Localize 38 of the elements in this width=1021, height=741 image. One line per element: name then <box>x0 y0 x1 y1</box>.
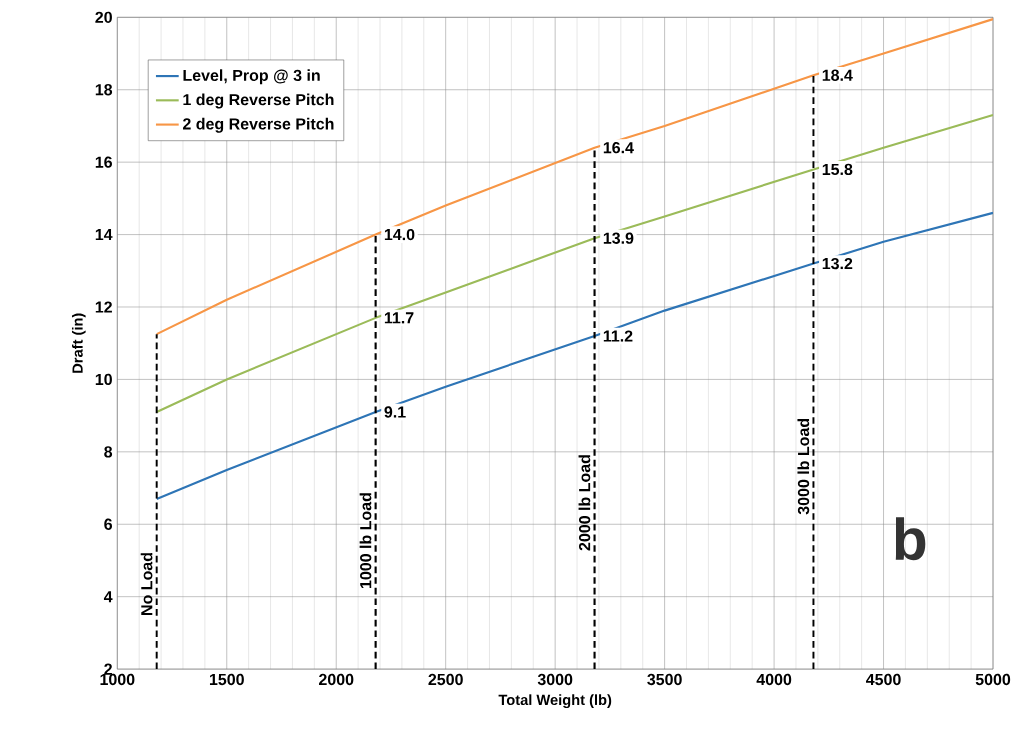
annotation: 15.8 <box>822 163 853 176</box>
y-tick-label: 16 <box>95 156 113 168</box>
legend-label: Level, Prop @ 3 in <box>183 69 320 85</box>
annotation: 14.0 <box>384 228 415 241</box>
y-axis-title: Draft (in) <box>71 313 86 373</box>
annotation: 11.2 <box>603 330 633 342</box>
x-tick-label: 2500 <box>428 673 463 686</box>
x-tick-label: 2000 <box>319 673 354 686</box>
annotation: 18.4 <box>822 69 853 81</box>
y-tick-label: 4 <box>103 591 113 603</box>
annotation: 16.4 <box>603 141 634 154</box>
x-tick-label: 3000 <box>537 673 573 686</box>
annotation: 13.9 <box>603 232 634 244</box>
y-tick-label: 6 <box>104 518 113 530</box>
y-tick-label: 14 <box>95 229 113 241</box>
x-tick-label: 1000 <box>100 673 135 686</box>
annotation: 9.1 <box>384 406 406 418</box>
annotation: 13.2 <box>822 257 853 270</box>
ref-line-label: 2000 lb Load <box>578 455 591 551</box>
y-tick-label: 2 <box>104 663 112 675</box>
ref-line-label: 1000 lb Load <box>359 493 372 588</box>
x-tick-label: 5000 <box>975 673 1011 686</box>
x-tick-label: 4000 <box>756 673 792 686</box>
annotation: b <box>895 517 926 561</box>
legend-label: 1 deg Reverse Pitch <box>183 93 334 109</box>
y-tick-label: 10 <box>95 373 112 386</box>
annotation: 11.7 <box>384 312 414 324</box>
y-tick-label: 20 <box>95 11 112 23</box>
y-tick-label: 8 <box>104 446 113 458</box>
x-axis-title: Total Weight (lb) <box>498 694 612 709</box>
x-tick-label: 3500 <box>647 673 682 686</box>
y-tick-label: 12 <box>95 301 112 313</box>
legend-label: 2 deg Reverse Pitch <box>183 117 334 133</box>
y-tick-label: 18 <box>95 84 113 96</box>
ref-line-label: 3000 lb Load <box>797 418 810 515</box>
x-tick-label: 1500 <box>209 673 244 686</box>
ref-line-label: No Load <box>140 553 153 615</box>
x-tick-label: 4500 <box>866 673 901 686</box>
